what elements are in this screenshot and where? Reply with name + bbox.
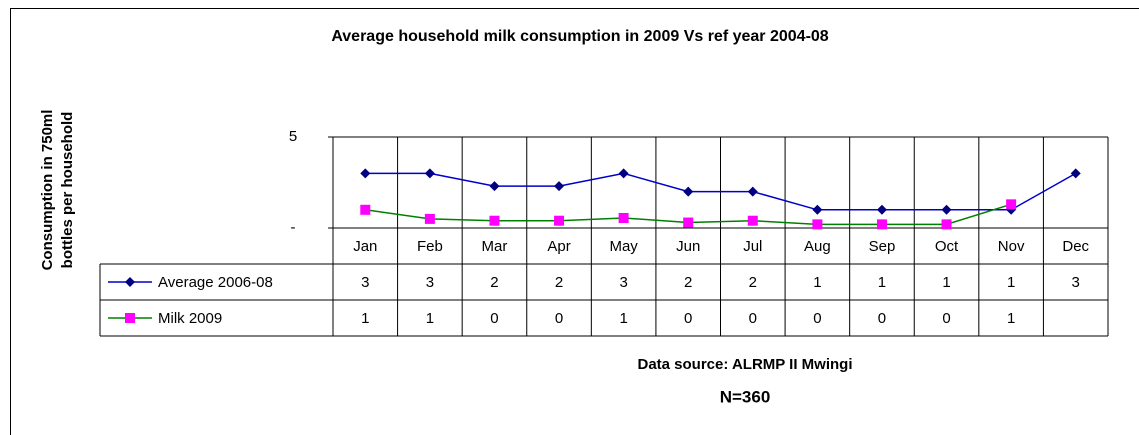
table-value: 0 [684,310,692,327]
marker [1006,199,1017,210]
x-tick-label: Jun [676,238,700,255]
marker [489,215,500,226]
legend-label: Milk 2009 [158,310,222,327]
table-value: 0 [942,310,950,327]
table-value: 2 [555,274,563,291]
annotation: Data source: ALRMP II Mwingi [637,356,852,373]
marker [876,219,887,230]
marker [941,219,952,230]
marker [554,215,565,226]
chart-title: Average household milk consumption in 20… [331,28,828,45]
marker [812,219,823,230]
table-value: 1 [1007,274,1015,291]
marker [360,204,371,215]
table-value: 1 [361,310,369,327]
marker [941,204,952,215]
table-value: 2 [749,274,757,291]
x-tick-label: Jan [353,238,377,255]
table-value: 1 [619,310,627,327]
y-tick-label: 5 [289,128,297,145]
marker [812,204,823,215]
chart-border [10,8,1139,435]
x-tick-label: Jul [743,238,762,255]
table-value: 1 [1007,310,1015,327]
x-tick-label: Mar [482,238,508,255]
x-tick-label: Sep [869,238,896,255]
marker [618,168,629,179]
table-value: 1 [813,274,821,291]
table-value: 0 [878,310,886,327]
x-tick-label: Aug [804,238,831,255]
legend-label: Average 2006-08 [158,274,273,291]
marker [360,168,371,179]
marker [125,313,135,323]
y-tick-label: - [291,219,296,236]
table-value: 0 [813,310,821,327]
table-value: 3 [361,274,369,291]
marker [125,277,135,287]
table-value: 0 [749,310,757,327]
series-line [365,172,1077,211]
marker [489,181,500,192]
table-value: 2 [684,274,692,291]
table-value: 3 [426,274,434,291]
x-tick-label: Feb [417,238,443,255]
marker [554,181,565,192]
table-value: 3 [1072,274,1080,291]
marker [1070,168,1081,179]
y-axis-label: bottles per household [59,112,76,269]
x-tick-label: Oct [935,238,959,255]
table-value: 1 [878,274,886,291]
x-tick-label: Dec [1062,238,1089,255]
marker [747,215,758,226]
table-value: 1 [942,274,950,291]
table-value: 1 [426,310,434,327]
marker [424,168,435,179]
y-axis-label: Consumption in 750ml [39,110,56,271]
x-tick-label: Apr [547,238,570,255]
table-value: 3 [619,274,627,291]
marker [683,217,694,228]
table-value: 0 [555,310,563,327]
x-tick-label: Nov [998,238,1025,255]
marker [876,204,887,215]
marker [424,213,435,224]
annotation: N=360 [720,387,771,406]
marker [683,186,694,197]
table-value: 0 [490,310,498,327]
marker [618,212,629,223]
table-value: 2 [490,274,498,291]
x-tick-label: May [609,238,638,255]
marker [747,186,758,197]
